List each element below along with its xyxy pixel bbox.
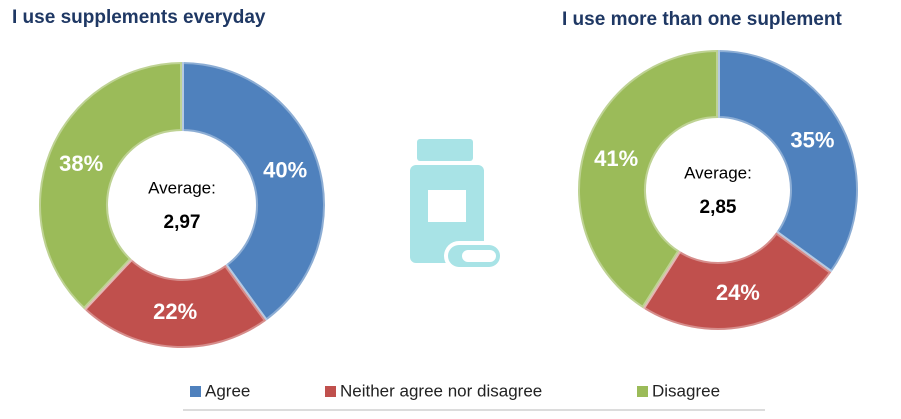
chart-title: I use more than one suplement: [562, 9, 842, 30]
bottle-label: [428, 190, 466, 222]
donut-slice: [180, 59, 327, 324]
donut-slice: [81, 256, 269, 350]
slice-label: 24%: [716, 280, 760, 305]
pill-icon: [410, 139, 504, 271]
bottle-cap: [417, 139, 473, 161]
center-text: Average:: [148, 178, 216, 197]
chart-title: I use supplements everyday: [12, 7, 266, 28]
donut-slice: [640, 229, 835, 332]
center-text: Average:: [684, 163, 752, 182]
slice-label: 41%: [594, 146, 638, 171]
legend-label: Agree: [205, 381, 250, 400]
center-value: 2,97: [164, 212, 201, 233]
legend-swatch: [325, 386, 336, 397]
slice-label: 40%: [263, 157, 307, 182]
legend-label: Disagree: [652, 381, 720, 400]
center-value: 2,85: [700, 197, 737, 218]
capsule-half: [462, 250, 496, 262]
slice-label: 35%: [790, 128, 834, 153]
legend-swatch: [637, 386, 648, 397]
slice-label: 38%: [59, 151, 103, 176]
donut-slice: [37, 59, 184, 313]
donut-slice: [576, 47, 720, 311]
legend-swatch: [190, 386, 201, 397]
legend-label: Neither agree nor disagree: [340, 381, 542, 400]
slice-label: 22%: [153, 299, 197, 324]
donut-slice: [716, 47, 860, 276]
